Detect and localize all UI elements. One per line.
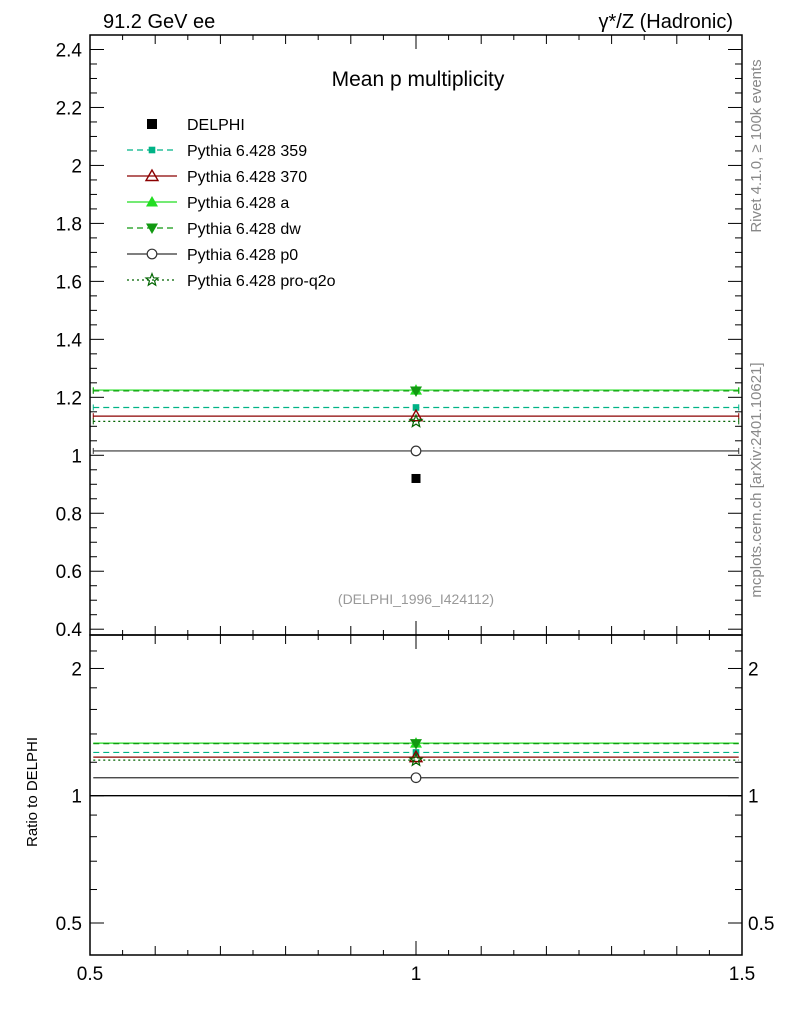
mc-marker-1 [408, 408, 424, 422]
ratio-marker-3 [410, 739, 422, 750]
main-y-tick-label: 1.8 [56, 214, 82, 235]
data-point-delphi [411, 473, 421, 483]
main-y-tick-label: 1 [71, 446, 82, 467]
mc-marker-0 [412, 404, 420, 411]
legend-label: Pythia 6.428 370 [187, 169, 307, 186]
header-left: 91.2 GeV ee [103, 11, 215, 33]
ratio-y-tick-label-right: 2 [748, 659, 759, 680]
main-y-tick-label: 1.4 [56, 330, 83, 351]
legend-marker [146, 223, 158, 234]
main-y-tick-label: 2.2 [56, 98, 82, 119]
legend-marker [148, 146, 156, 154]
legend-marker [146, 248, 158, 260]
ratio-y-tick-label: 1 [71, 787, 82, 808]
main-y-tick-label: 1.6 [56, 272, 82, 293]
legend-label: Pythia 6.428 359 [187, 143, 307, 160]
analysis-tag: (DELPHI_1996_I424112) [338, 591, 494, 607]
main-y-tick-label: 2 [71, 156, 82, 177]
ratio-marker-5 [408, 752, 424, 767]
mcplots-label: mcplots.cern.ch [arXiv:2401.10621] [748, 362, 765, 597]
legend-label: DELPHI [187, 117, 245, 134]
legend-marker [144, 272, 160, 287]
legend-marker-data [147, 119, 157, 129]
ratio-y-tick-label-right: 0.5 [748, 914, 774, 935]
legend: DELPHI Pythia 6.428 359 Pythia 6.428 370 Py… [127, 117, 336, 290]
mc-marker-5 [408, 413, 424, 428]
mc-marker-4 [410, 445, 422, 457]
main-y-tick-label: 0.8 [56, 504, 82, 525]
header-right: γ*/Z (Hadronic) [599, 11, 733, 33]
ratio-series-group [90, 737, 742, 797]
legend-marker [144, 168, 160, 182]
main-x-ticks [89, 35, 743, 635]
main-y-tick-label: 0.6 [56, 562, 82, 583]
main-y-tick-label: 0.4 [56, 620, 83, 641]
main-y-axis: 0.4 0.6 0.8 1 1.2 1.4 1.6 1.8 2 2.2 2.4 [56, 34, 742, 641]
legend-label: Pythia 6.428 p0 [187, 247, 298, 264]
main-series-group [92, 384, 740, 483]
legend-label: Pythia 6.428 pro-q2o [187, 273, 336, 290]
ratio-ylabel: Ratio to DELPHI [24, 737, 41, 847]
legend-label: Pythia 6.428 dw [187, 221, 301, 238]
main-y-tick-label: 1.2 [56, 388, 82, 409]
ratio-y-tick-label: 2 [71, 659, 82, 680]
ratio-x-axis: 0.5 1 1.5 [77, 635, 755, 985]
ratio-marker-4 [410, 772, 422, 784]
ratio-y-tick-label-right: 1 [748, 787, 759, 808]
x-tick-label: 1 [411, 964, 422, 985]
main-title: Mean p multiplicity [332, 68, 505, 91]
ratio-y-axis: 0.5 0.5 1 1 2 2 [56, 650, 774, 935]
ratio-marker-1 [408, 749, 424, 763]
x-tick-label: 1.5 [729, 964, 755, 985]
ratio-y-tick-label: 0.5 [56, 914, 82, 935]
x-tick-label: 0.5 [77, 964, 103, 985]
legend-marker [146, 196, 158, 207]
mc-marker-3 [410, 386, 422, 397]
rivet-label: Rivet 4.1.0, ≥ 100k events [748, 59, 765, 232]
main-panel: 0.4 0.6 0.8 1 1.2 1.4 1.6 1.8 2 2.2 2.4 Mean p mul… [56, 34, 743, 641]
legend-label: Pythia 6.428 a [187, 195, 289, 212]
main-y-tick-label: 2.4 [56, 40, 83, 61]
ratio-panel: 0.5 0.5 1 1 2 2 0.5 1 1.5 Ratio to DELPHI [24, 634, 774, 985]
ratio-panel-frame [89, 634, 743, 956]
